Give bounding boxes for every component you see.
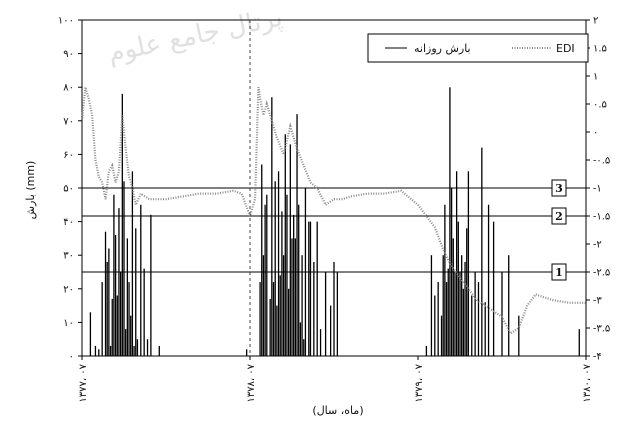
edi-line <box>80 86 586 336</box>
left-tick-label: ۷۰ <box>63 116 74 127</box>
edi-series <box>80 86 586 336</box>
y-axis-title: بارش (mm) <box>24 161 37 220</box>
watermark-text: پرتال جامع علوم <box>105 3 285 69</box>
x-tick-label: ۱۳۷۸، ۰۷ <box>246 363 257 402</box>
legend-daily-label: بارش روزانه <box>414 42 471 55</box>
right-axis: -۴ -۳.۵ -۳ -۲.۵ -۲ -۱.۵ -۱ -۰.۵ ۰ ۰.۵ ۱ ۱.۵ ۲ <box>586 16 610 363</box>
x-tick-label: ۱۳۷۹، ۰۷ <box>414 363 425 402</box>
x-tick-label: ۱۳۷۷، ۰۷ <box>78 363 89 402</box>
left-tick-label: ۰ <box>69 352 74 363</box>
right-tick-label: -۲ <box>593 240 602 251</box>
threshold-label: 3 <box>555 182 563 195</box>
x-axis: ۱۳۷۷، ۰۷ ۱۳۷۸، ۰۷ ۱۳۷۹، ۰۷ ۱۳۸۰، ۰۷ <box>78 356 593 403</box>
right-tick-label: ۰.۵ <box>593 100 607 111</box>
right-tick-label: -۲.۵ <box>593 268 610 279</box>
right-tick-label: -۳.۵ <box>593 324 610 335</box>
threshold-label: 1 <box>555 266 563 279</box>
right-tick-label: -۱.۵ <box>593 212 610 223</box>
x-axis-title: (ماه، سال) <box>312 404 363 417</box>
right-tick-label: -۱ <box>593 184 602 195</box>
left-tick-label: ۱۰۰ <box>58 16 74 27</box>
left-axis: ۰ ۱۰ ۲۰ ۳۰ ۴۰ ۵۰ ۶۰ ۷۰ ۸۰ ۹۰ ۱۰۰ <box>58 16 82 363</box>
left-tick-label: ۵۰ <box>63 184 74 195</box>
threshold-label-box <box>551 207 567 225</box>
threshold-label-box <box>551 263 567 281</box>
left-tick-label: ۴۰ <box>63 217 74 228</box>
daily-precip-bars <box>89 87 580 356</box>
threshold-label-box <box>551 179 567 197</box>
right-tick-label: ۱ <box>593 72 598 83</box>
right-tick-label: ۰ <box>593 128 598 139</box>
right-tick-label: -۴ <box>593 352 602 363</box>
right-tick-label: ۲ <box>593 16 598 27</box>
left-tick-label: ۳۰ <box>63 251 74 262</box>
x-tick-label: ۱۳۸۰، ۰۷ <box>582 363 593 402</box>
left-tick-label: ۶۰ <box>63 150 74 161</box>
right-tick-label: -۳ <box>593 296 602 307</box>
legend-edi-label: EDI <box>556 42 575 55</box>
left-tick-label: ۲۰ <box>63 284 74 295</box>
right-tick-label: ۱.۵ <box>593 44 607 55</box>
threshold-label: 2 <box>555 210 563 223</box>
drought-thresholds: 1 2 3 <box>82 179 586 281</box>
legend: بارش روزانه EDI <box>367 33 589 63</box>
left-tick-label: ۸۰ <box>63 83 74 94</box>
left-tick-label: ۱۰ <box>63 318 74 329</box>
left-tick-label: ۹۰ <box>63 49 74 60</box>
right-tick-label: -۰.۵ <box>593 156 610 167</box>
